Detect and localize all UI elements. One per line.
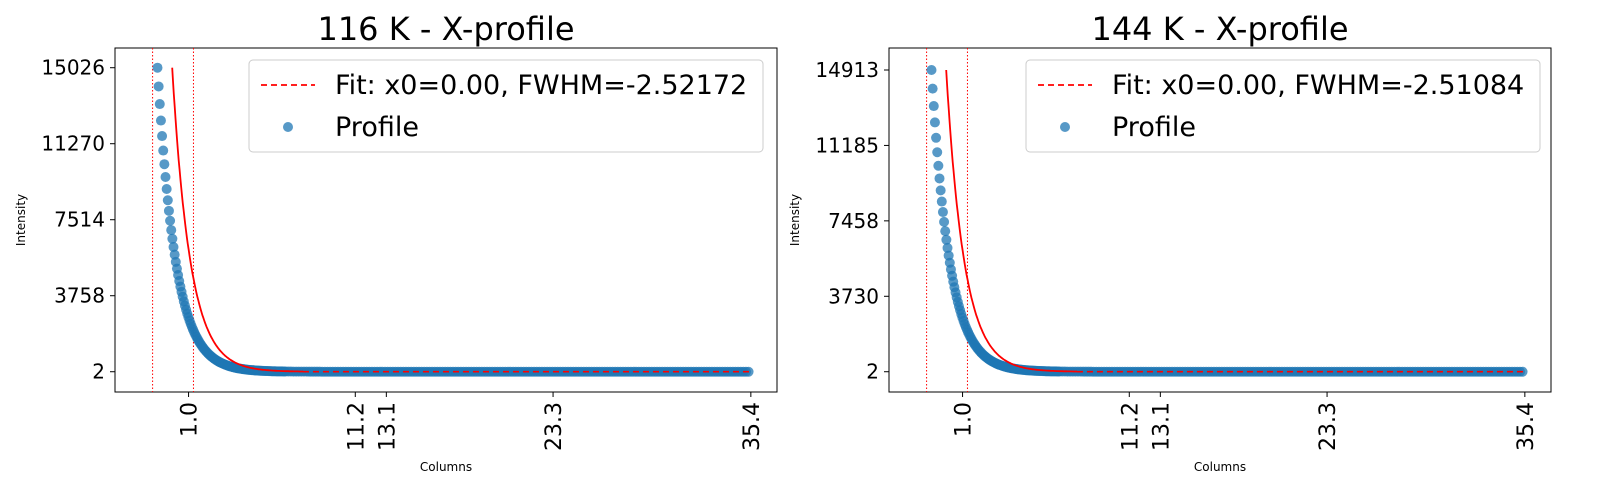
legend-profile-swatch <box>1060 122 1070 132</box>
fit-line <box>171 67 303 373</box>
fit-line <box>945 69 1077 373</box>
profile-point <box>155 115 166 126</box>
y-tick-label: 2 <box>92 360 105 384</box>
legend-box <box>1025 59 1541 153</box>
chart-panel-1: 116 K - X-profile 2 3758 7514 11270 15026 1.0 1… <box>14 10 778 474</box>
x-axis-label: Columns <box>1194 460 1246 474</box>
x-tick-label: 23.3 <box>1316 402 1341 451</box>
profile-point <box>936 196 947 207</box>
profile-point <box>934 173 945 184</box>
y-tick-label: 11270 <box>41 132 105 156</box>
legend-box <box>248 59 764 153</box>
profile-point <box>926 64 937 75</box>
profile-point <box>942 242 953 253</box>
profile-point <box>159 159 170 170</box>
profile-point <box>929 117 940 128</box>
y-tick-label: 2 <box>866 360 879 384</box>
plot-frame <box>888 47 1552 393</box>
profile-point <box>158 145 169 156</box>
profile-point <box>940 226 951 237</box>
profile-point <box>928 101 939 112</box>
chart-panel-2: 144 K - X-profile 2 3730 7458 11185 14913 1.0 1… <box>788 10 1552 474</box>
profile-point <box>157 131 168 142</box>
profile-point <box>935 185 946 196</box>
legend-fit-label: Fit: x0=0.00, FWHM=-2.51084 <box>1112 70 1524 101</box>
legend-fit-label: Fit: x0=0.00, FWHM=-2.52172 <box>335 70 747 101</box>
y-axis-label: Intensity <box>788 194 802 246</box>
x-tick-label: 13.1 <box>1149 402 1174 451</box>
legend-profile-label: Profile <box>1112 112 1196 143</box>
profile-point <box>160 171 171 182</box>
profile-point <box>941 234 952 245</box>
profile-point <box>168 241 179 252</box>
chart-title: 144 K - X-profile <box>1091 10 1348 48</box>
profile-point <box>165 215 176 226</box>
legend-profile-swatch <box>283 122 293 132</box>
profile-point <box>166 225 177 236</box>
y-tick-label: 11185 <box>815 133 879 157</box>
x-tick-label: 1.0 <box>952 402 977 437</box>
profile-point <box>162 195 173 206</box>
profile-point <box>163 205 174 216</box>
y-tick-label: 3758 <box>54 284 105 308</box>
profile-point <box>167 233 178 244</box>
y-tick-label: 7458 <box>828 209 879 233</box>
profile-point <box>933 160 944 171</box>
profile-point <box>931 132 942 143</box>
profile-point <box>153 81 164 92</box>
profile-point <box>154 99 165 110</box>
profile-point <box>927 83 938 94</box>
profile-point <box>939 216 950 227</box>
y-tick-label: 7514 <box>54 208 105 232</box>
legend-profile-label: Profile <box>335 112 419 143</box>
y-tick-label: 14913 <box>815 58 879 82</box>
chart-title: 116 K - X-profile <box>317 10 574 48</box>
x-tick-label: 11.2 <box>344 402 369 451</box>
y-axis-label: Intensity <box>14 194 28 246</box>
x-tick-label: 11.2 <box>1118 402 1143 451</box>
x-tick-label: 35.4 <box>1514 402 1539 451</box>
x-axis-label: Columns <box>420 460 472 474</box>
y-tick-label: 15026 <box>41 56 105 80</box>
profile-point <box>932 147 943 158</box>
x-tick-label: 35.4 <box>740 402 765 451</box>
y-tick-label: 3730 <box>828 284 879 308</box>
profile-point <box>152 62 163 73</box>
x-tick-label: 1.0 <box>178 402 203 437</box>
profile-point <box>937 207 948 218</box>
profile-point <box>161 183 172 194</box>
x-tick-label: 23.3 <box>542 402 567 451</box>
x-tick-label: 13.1 <box>375 402 400 451</box>
